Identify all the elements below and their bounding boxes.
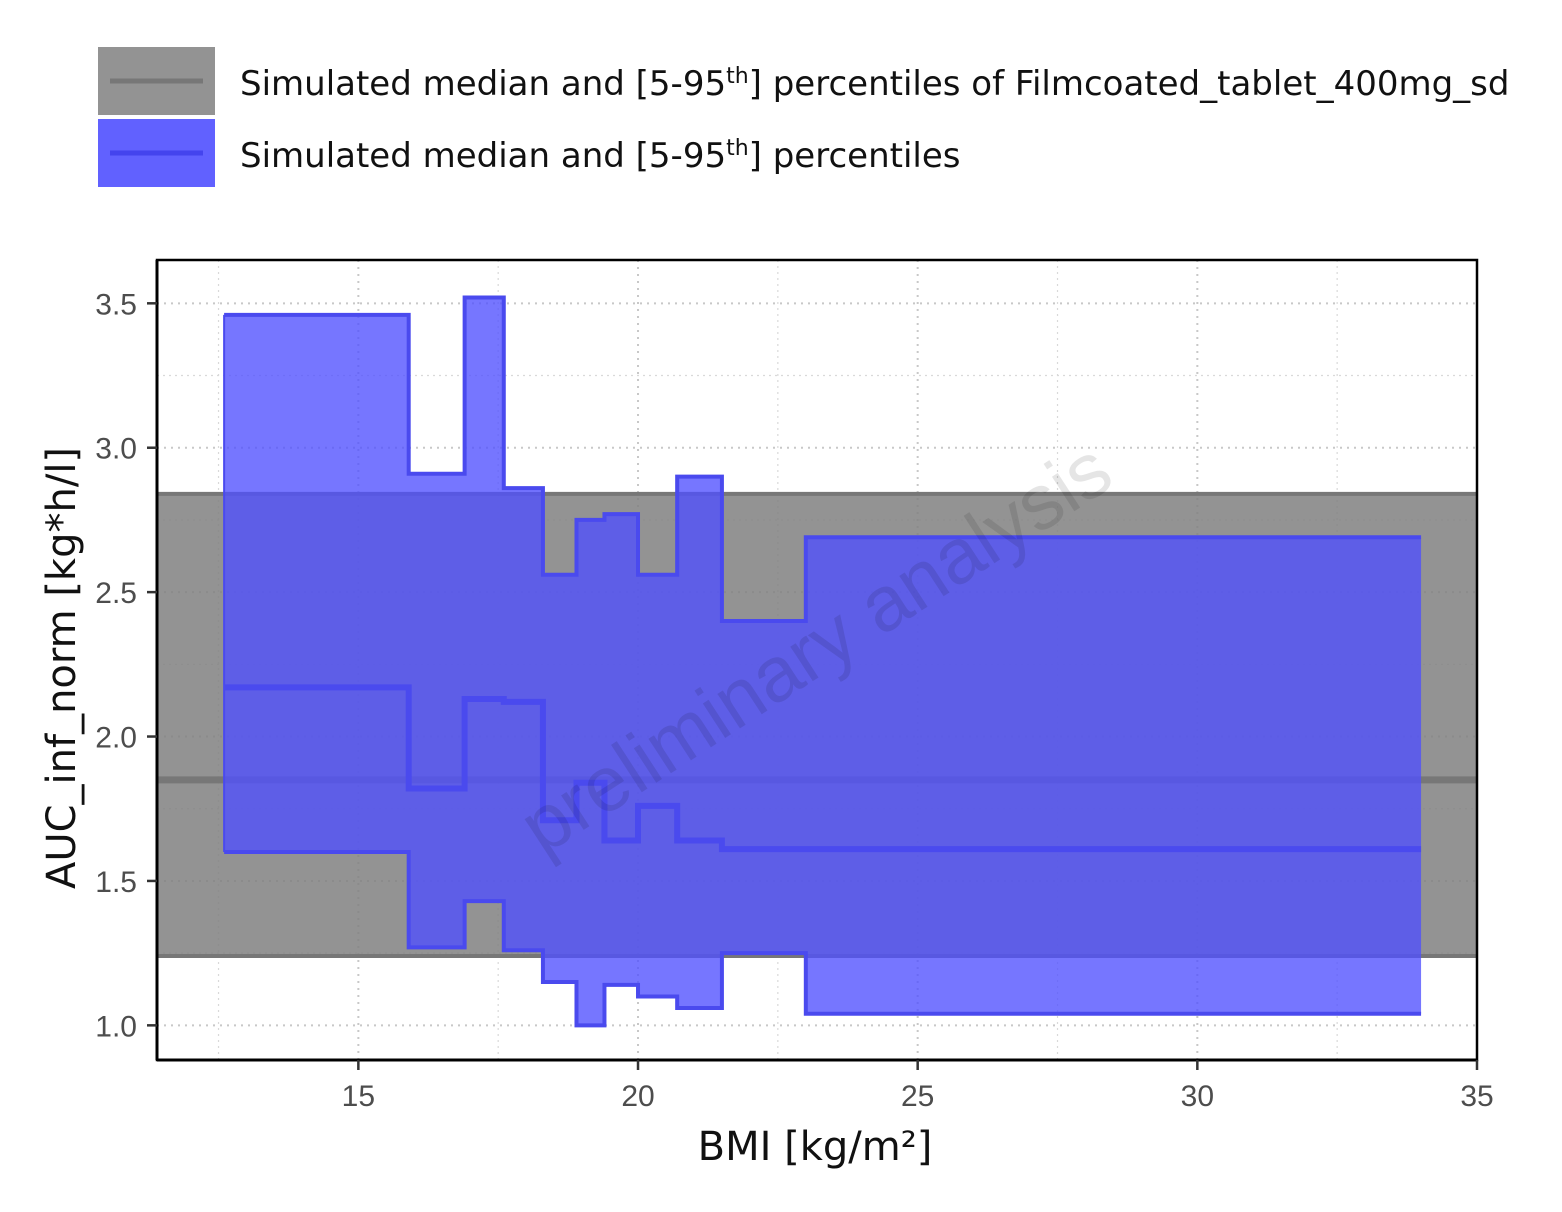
y-tick-label: 1.5 [95,866,137,899]
legend: Simulated median and [5-95th] percentile… [98,47,1509,187]
y-tick-label: 2.0 [95,722,137,755]
x-tick-label: 15 [342,1080,375,1113]
x-tick-label: 35 [1460,1080,1493,1113]
legend-label-reference: Simulated median and [5-95th] percentile… [240,64,1509,104]
axes: 15 20 25 30 35 1.0 1.5 2.0 2.5 3.0 3.5 [95,260,1494,1113]
x-tick-label: 30 [1181,1080,1214,1113]
legend-label-simulated: Simulated median and [5-95th] percentile… [240,136,960,176]
x-axis-title: BMI [kg/m²] [698,1124,933,1170]
y-tick-label: 2.5 [95,577,137,610]
y-axis-title: AUC_inf_norm [kg*h/l] [39,447,85,889]
simulated-upper-line [224,295,1422,624]
x-tick-label: 25 [901,1080,934,1113]
x-tick-label: 20 [621,1080,654,1113]
y-tick-label: 3.0 [95,433,137,466]
y-tick-label: 3.5 [95,288,137,321]
simulated-median-line [224,684,1422,853]
simulated-band [224,297,1422,1026]
data-layer [157,295,1477,1028]
y-tick-label: 1.0 [95,1010,137,1043]
simulated-lower-line [224,850,1422,1028]
